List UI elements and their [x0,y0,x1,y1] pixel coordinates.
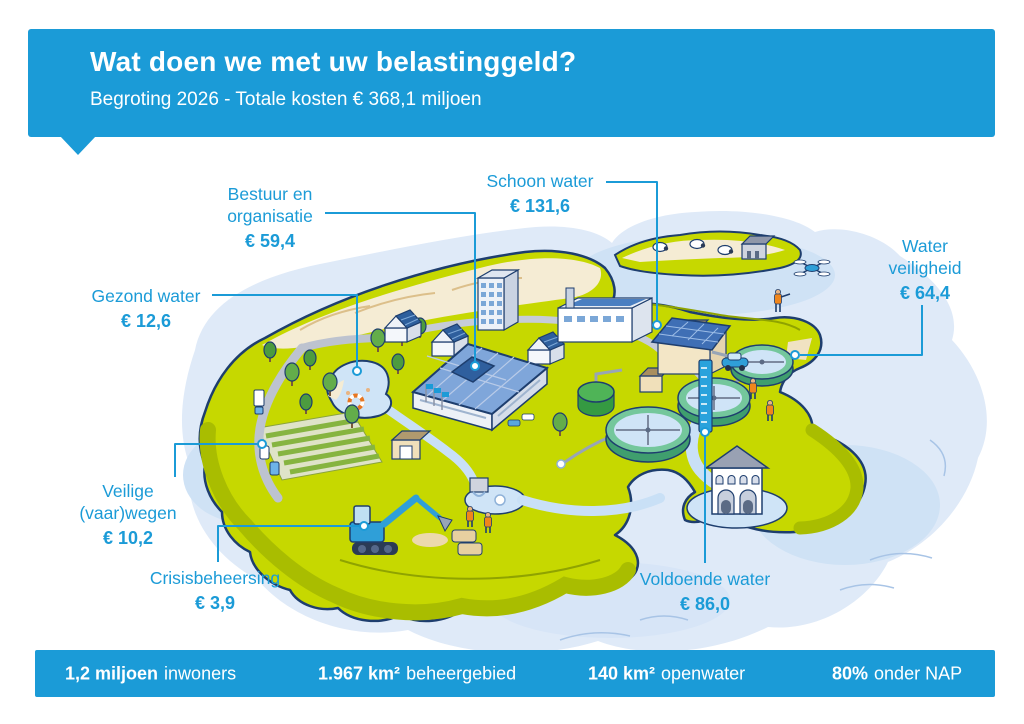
water-level-gauge-icon [698,359,713,433]
stat-onder-nap: 80% onder NAP [832,663,962,684]
callout-leader-lines [174,181,923,563]
callout-name: Gezond water [91,286,201,306]
callout-name: Bestuur en organisatie [227,184,313,226]
callout-crisisbeheersing: Crisisbeheersing € 3,9 [130,567,300,614]
callout-value: € 64,4 [899,283,951,303]
callout-water-veiligheid: Water veiligheid € 64,4 [875,235,975,304]
stat-value: 140 km² [588,663,656,683]
callout-name: Schoon water [486,171,594,191]
stat-value: 1,2 miljoen [65,663,159,683]
callout-name: Voldoende water [639,569,771,589]
figures [721,259,831,422]
swimming-pond [326,360,393,419]
callout-bestuur-en-organisatie: Bestuur en organisatie € 59,4 [211,183,329,252]
sheep-icon [717,244,734,256]
stat-openwater: 140 km² openwater [588,663,745,684]
callout-value: € 10,2 [102,528,154,548]
pump-station-icon [686,445,788,529]
flags-icon [425,384,449,410]
callout-name: Crisisbeheersing [149,568,281,588]
excavator-icon [349,494,493,556]
bunker-shed-icon [740,235,776,260]
callout-gezond-water: Gezond water € 12,6 [71,285,221,332]
office-tower-icon [475,268,521,332]
callout-value: € 3,9 [194,593,236,613]
stat-label: inwoners [164,663,237,683]
clarifier-tank-icon [605,406,691,463]
callout-value: € 131,6 [509,196,571,216]
footer-stats-bar: 1,2 miljoen inwoners 1.967 km² beheergebie… [35,650,995,697]
clarifier-tank-icon [730,344,794,387]
callout-schoon-water: Schoon water € 131,6 [465,170,615,217]
barn-shed-icon [390,430,432,460]
callout-veilige-vaarwegen: Veilige (vaar)wegen € 10,2 [63,480,193,549]
callout-voldoende-water: Voldoende water € 86,0 [620,568,790,615]
stat-label: onder NAP [874,663,963,683]
callout-value: € 86,0 [679,594,731,614]
clarifier-tank-icon [677,377,751,427]
solar-roof [650,317,732,351]
north-dune-island [613,230,802,277]
orchard-field [257,411,383,481]
banner-tail-pointer [60,136,96,155]
truck-icon [253,389,265,415]
car-icon [269,461,280,476]
storage-tank-icon [577,381,615,417]
page-title: Wat doen we met uw belastinggeld? [90,46,577,77]
callout-value: € 12,6 [120,311,172,331]
stat-value: 1.967 km² [318,663,401,683]
weir-icon [469,477,489,497]
headquarters-building [410,342,550,432]
sheep-icon [652,241,669,253]
sheep-icon [689,238,706,250]
callout-value: € 59,4 [244,231,296,251]
page-subtitle: Begroting 2026 - Totale kosten € 368,1 m… [90,89,482,110]
drone-operator-icon [774,288,791,312]
stat-beheergebied: 1.967 km² beheergebied [318,663,516,684]
drone-icon [793,259,831,277]
stat-label: beheergebied [406,663,517,683]
callout-name: Water veiligheid [888,236,962,278]
factory-building-icon [557,287,653,343]
stat-value: 80% [832,663,869,683]
stat-label: openwater [661,663,746,683]
stat-inwoners: 1,2 miljoen inwoners [65,663,236,684]
header-banner: Wat doen we met uw belastinggeld? Begrot… [28,29,995,137]
callout-name: Veilige (vaar)wegen [79,481,177,523]
